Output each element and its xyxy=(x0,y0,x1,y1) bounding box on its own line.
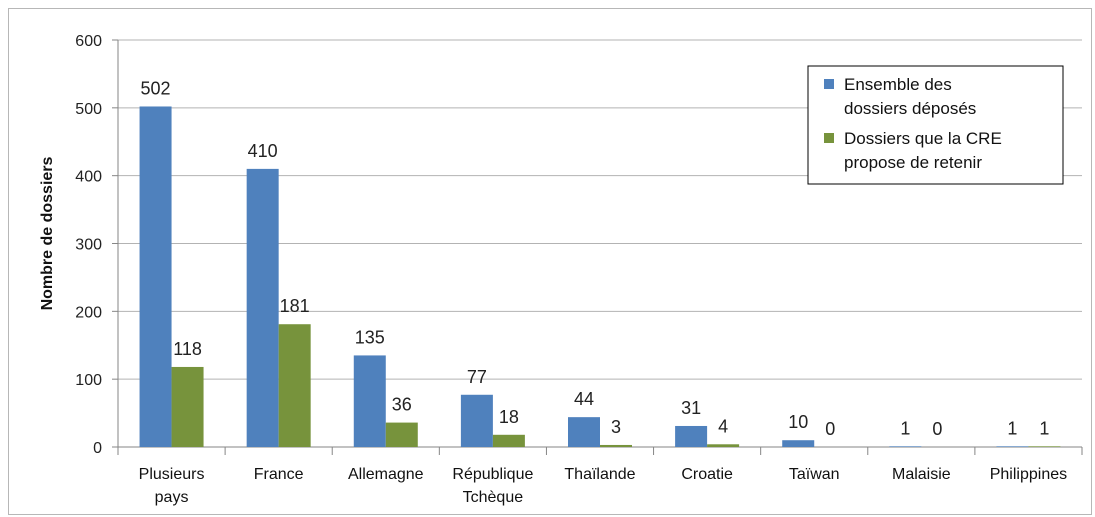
data-label: 1 xyxy=(900,418,910,438)
bar-deposes xyxy=(889,446,922,447)
x-category-label: Philippines xyxy=(990,466,1067,483)
bar-retenus xyxy=(385,422,418,447)
bar-retenus xyxy=(492,434,525,447)
bar-retenus xyxy=(278,324,311,447)
x-category-label: Thaïlande xyxy=(564,466,635,483)
x-category-label: Croatie xyxy=(681,466,733,483)
data-label: 18 xyxy=(499,407,519,427)
data-label: 502 xyxy=(141,78,171,98)
data-label: 0 xyxy=(825,419,835,439)
legend-swatch xyxy=(824,79,834,89)
data-label: 1 xyxy=(1039,418,1049,438)
data-label: 1 xyxy=(1007,418,1017,438)
data-label: 3 xyxy=(611,417,621,437)
x-category-label: Plusieurs xyxy=(139,466,205,483)
x-category-label: Taïwan xyxy=(789,466,840,483)
data-label: 44 xyxy=(574,389,594,409)
bar-deposes xyxy=(568,417,600,447)
data-label: 135 xyxy=(355,327,385,347)
bar-deposes xyxy=(460,394,493,447)
legend-swatch xyxy=(824,133,834,143)
bar-retenus xyxy=(707,444,740,447)
data-label: 10 xyxy=(788,412,808,432)
bar-deposes xyxy=(782,440,815,447)
y-axis-label: Nombre de dossiers xyxy=(39,156,56,310)
data-label: 118 xyxy=(173,339,202,359)
x-category-label: pays xyxy=(155,489,189,506)
x-category-label: France xyxy=(254,466,304,483)
y-tick-label: 600 xyxy=(75,33,102,50)
x-category-label: Allemagne xyxy=(348,466,424,483)
data-label: 77 xyxy=(467,367,487,387)
bar-retenus xyxy=(171,366,204,447)
bar-deposes xyxy=(246,168,279,447)
legend-entry: dossiers déposés xyxy=(844,99,976,118)
bar-retenus xyxy=(1028,446,1061,447)
bar-deposes xyxy=(139,106,172,447)
legend-entry: Ensemble des xyxy=(844,75,952,94)
bar-deposes xyxy=(996,446,1029,447)
legend-box xyxy=(807,65,1064,185)
y-tick-label: 400 xyxy=(75,169,102,186)
y-tick-label: 200 xyxy=(75,304,102,321)
legend-entry: Dossiers que la CRE xyxy=(844,129,1002,148)
bar-deposes xyxy=(675,425,708,447)
data-label: 36 xyxy=(392,395,412,415)
x-category-label: République xyxy=(452,466,533,483)
data-label: 410 xyxy=(248,141,278,161)
data-label: 181 xyxy=(280,296,310,316)
y-tick-label: 100 xyxy=(75,372,102,389)
y-tick-label: 300 xyxy=(75,237,102,254)
y-tick-label: 0 xyxy=(93,440,102,457)
y-tick-label: 500 xyxy=(75,101,102,118)
bar-retenus xyxy=(600,444,632,447)
data-label: 0 xyxy=(932,419,942,439)
x-category-label: Malaisie xyxy=(892,466,951,483)
data-label: 31 xyxy=(681,398,701,418)
data-label: 4 xyxy=(718,416,728,436)
x-category-label: Tchèque xyxy=(463,489,524,506)
legend-entry: propose de retenir xyxy=(844,153,982,172)
bar-deposes xyxy=(353,355,386,447)
